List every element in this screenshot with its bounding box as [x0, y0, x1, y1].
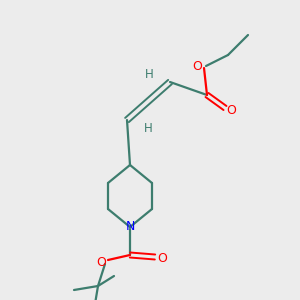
Text: N: N — [125, 220, 135, 233]
Text: O: O — [226, 103, 236, 116]
Text: O: O — [96, 256, 106, 268]
Text: H: H — [144, 122, 152, 134]
Text: O: O — [157, 251, 167, 265]
Text: H: H — [145, 68, 153, 80]
Text: O: O — [192, 61, 202, 74]
